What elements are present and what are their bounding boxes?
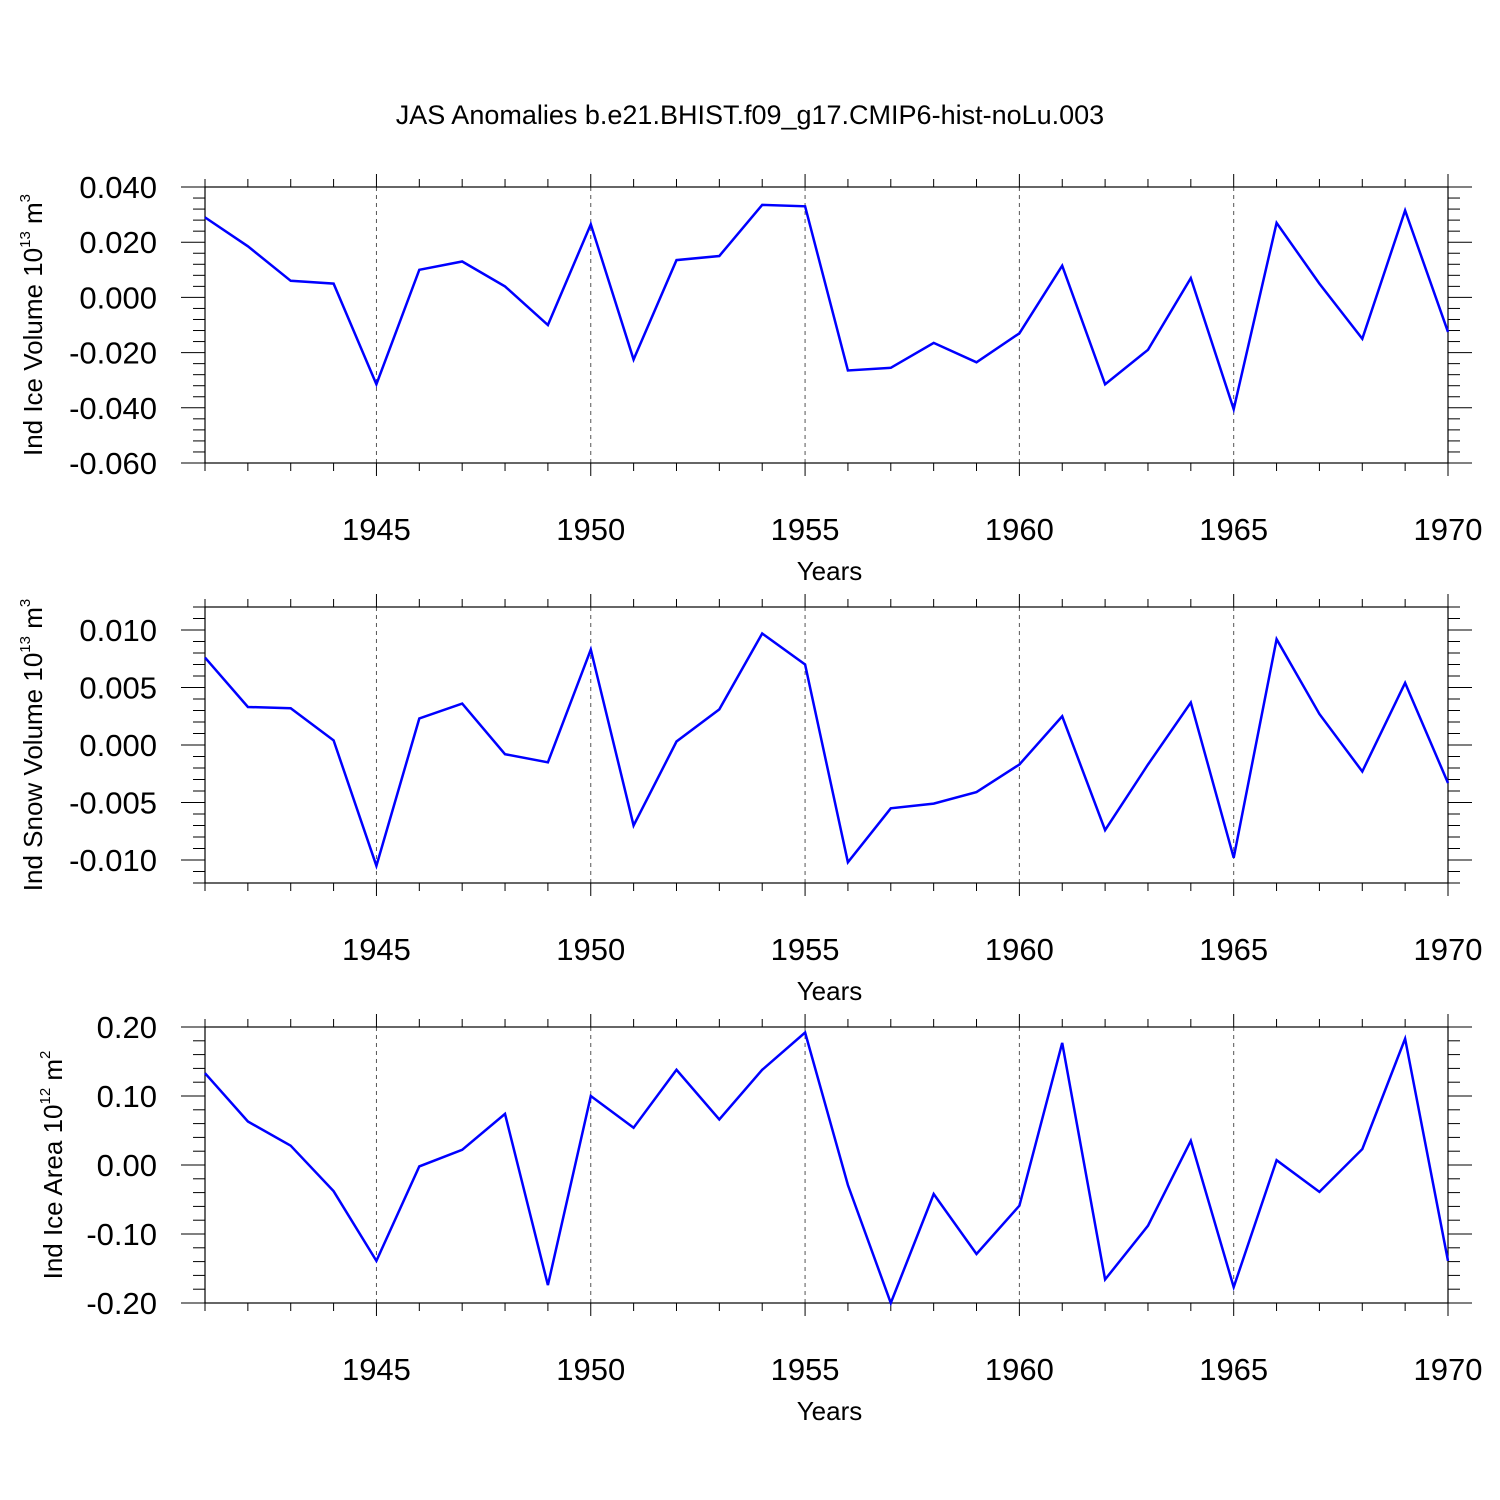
y-axis-label-exponent: 13 (17, 636, 34, 653)
x-axis-label: Years (797, 556, 863, 586)
y-axis-label-text: Ind Ice Volume 10 (18, 248, 48, 456)
y-axis-label-unit-exponent: 3 (17, 194, 34, 202)
x-tick-label: 1960 (985, 512, 1054, 547)
x-tick-label: 1965 (1199, 1352, 1268, 1387)
chart-panels: 0.040 0.020 0.000 -0.020 -0.040 -0.060 1945 195… (17, 170, 1482, 1426)
series-line (204, 203, 1450, 414)
y-tick-label: 0.040 (79, 170, 157, 205)
y-tick-label: 0.020 (79, 225, 157, 260)
panel-3: 0.20 0.10 0.00 -0.10 -0.20 1945 1950 1955 1960 19… (37, 1010, 1482, 1426)
y-tick-label: 0.20 (97, 1010, 157, 1045)
panel-1: 0.040 0.020 0.000 -0.020 -0.040 -0.060 1945 195… (17, 170, 1482, 586)
y-tick-label: -0.060 (69, 446, 157, 481)
x-tick-label: 1950 (556, 512, 625, 547)
y-axis-label-unit-exponent: 2 (37, 1051, 54, 1059)
y-axis-label: Ind Snow Volume 1013 m3 (17, 599, 48, 891)
y-axis-label-unit-exponent: 3 (17, 599, 34, 607)
x-tick-label: 1965 (1199, 512, 1268, 547)
x-tick-label: 1955 (771, 512, 840, 547)
y-tick-label: 0.000 (79, 280, 157, 315)
y-tick-label: -0.005 (69, 786, 157, 821)
series-line (204, 1030, 1450, 1307)
y-tick-label: 0.10 (97, 1079, 157, 1114)
x-tick-label: 1970 (1414, 1352, 1483, 1387)
chart-title: JAS Anomalies b.e21.BHIST.f09_g17.CMIP6-… (396, 100, 1104, 130)
y-axis-label-exponent: 12 (37, 1088, 54, 1105)
plot-frame (204, 1026, 1449, 1304)
x-tick-label: 1945 (342, 1352, 411, 1387)
y-tick-label: -0.20 (86, 1286, 157, 1321)
x-tick-label: 1950 (556, 932, 625, 967)
y-axis-label-unit: m (18, 607, 48, 636)
y-axis-label-text: Ind Snow Volume 10 (18, 653, 48, 892)
y-axis-label-unit: m (18, 202, 48, 231)
panel-2: 0.010 0.005 0.000 -0.005 -0.010 1945 1950 1955 1… (17, 594, 1482, 1006)
plot-frame (204, 186, 1449, 464)
y-axis-label: Ind Ice Volume 1013 m3 (17, 194, 48, 456)
y-tick-label: -0.10 (86, 1217, 157, 1252)
x-tick-label: 1970 (1414, 512, 1483, 547)
y-axis-label-text: Ind Ice Area 10 (38, 1105, 68, 1280)
y-axis-label: Ind Ice Area 1012 m2 (37, 1051, 68, 1280)
x-tick-label: 1945 (342, 512, 411, 547)
y-tick-label: 0.000 (79, 728, 157, 763)
y-tick-label: 0.005 (79, 671, 157, 706)
y-axis-label-exponent: 13 (17, 231, 34, 248)
y-tick-label: -0.040 (69, 391, 157, 426)
x-axis-label: Years (797, 976, 863, 1006)
x-tick-label: 1955 (771, 1352, 840, 1387)
y-tick-label: 0.00 (97, 1148, 157, 1183)
y-tick-label: -0.020 (69, 336, 157, 371)
x-tick-label: 1955 (771, 932, 840, 967)
x-tick-label: 1960 (985, 1352, 1054, 1387)
x-tick-label: 1965 (1199, 932, 1268, 967)
x-tick-label: 1970 (1414, 932, 1483, 967)
x-tick-label: 1945 (342, 932, 411, 967)
y-tick-label: -0.010 (69, 843, 157, 878)
y-axis-label-unit: m (38, 1059, 68, 1088)
y-tick-label: 0.010 (79, 613, 157, 648)
x-tick-label: 1960 (985, 932, 1054, 967)
series-line (204, 631, 1450, 870)
x-axis-label: Years (797, 1396, 863, 1426)
x-tick-label: 1950 (556, 1352, 625, 1387)
plot-frame (204, 606, 1449, 884)
